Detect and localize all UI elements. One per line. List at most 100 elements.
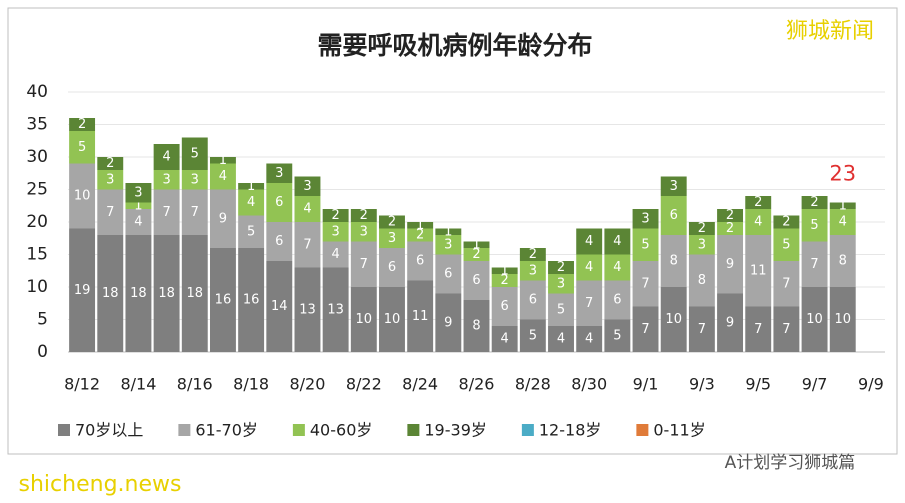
bar-segment: [576, 326, 603, 352]
bar-segment: [688, 254, 715, 307]
y-tick-label: 0: [37, 342, 48, 362]
bar-segment: [97, 235, 124, 352]
data-label: 4: [557, 332, 565, 347]
data-label: 6: [444, 267, 452, 282]
bar-segment: [350, 209, 377, 222]
chart-title: 需要呼吸机病例年龄分布: [317, 31, 592, 60]
data-label: 6: [613, 293, 621, 308]
bar-segment: [435, 235, 462, 255]
data-label: 4: [162, 150, 170, 165]
data-label: 8: [839, 254, 847, 269]
x-tick-label: 9/7: [802, 375, 828, 394]
bar-segment: [266, 183, 293, 222]
data-label: 18: [130, 286, 147, 301]
data-label: 3: [529, 263, 537, 278]
x-tick-label: 8/28: [515, 375, 551, 394]
bar-segment: [209, 157, 236, 164]
data-label: 5: [191, 146, 199, 161]
y-tick-label: 35: [26, 115, 48, 135]
data-label: 4: [501, 332, 509, 347]
bar-segment: [717, 209, 744, 222]
x-tick-label: 9/3: [689, 375, 715, 394]
y-tick-label: 25: [26, 180, 48, 200]
x-tick-label: 8/24: [402, 375, 438, 394]
x-tick-label: 8/14: [120, 375, 156, 394]
data-label: 7: [782, 276, 790, 291]
watermark: shicheng.news: [19, 472, 182, 497]
bar-segment: [632, 228, 659, 261]
data-label: 6: [501, 299, 509, 314]
data-label: 10: [356, 312, 373, 327]
bar-segment: [407, 241, 434, 281]
data-label: 7: [106, 205, 114, 220]
data-label: 3: [444, 237, 452, 252]
x-tick-label: 9/5: [745, 375, 771, 394]
bar-segment: [294, 267, 321, 352]
data-label: 11: [412, 309, 429, 324]
data-label: 3: [275, 166, 283, 181]
bar-segment: [548, 274, 574, 294]
data-label: 2: [472, 247, 480, 262]
data-label: 3: [331, 224, 339, 239]
bar-segment: [519, 248, 546, 261]
x-tick-label: 9/9: [858, 375, 884, 394]
bar-segment: [604, 254, 631, 281]
data-label: 6: [529, 293, 537, 308]
data-label: 7: [585, 296, 593, 311]
x-tick-label: 8/30: [571, 375, 607, 394]
data-label: 5: [810, 218, 818, 233]
data-label: 18: [187, 286, 204, 301]
data-label: 13: [299, 302, 316, 317]
bar-segment: [660, 287, 687, 352]
data-label: 10: [665, 312, 682, 327]
bar-segment: [576, 228, 603, 255]
legend-swatch: [292, 424, 305, 436]
bar-segment: [209, 189, 236, 248]
legend-swatch: [58, 424, 70, 436]
bar-segment: [491, 274, 518, 287]
bar-segment: [238, 215, 265, 248]
bar-segment: [435, 254, 462, 294]
data-label: 2: [360, 208, 368, 223]
data-label: 2: [726, 221, 734, 236]
data-label: 4: [219, 169, 227, 184]
bar-segment: [717, 293, 744, 352]
data-label: 7: [162, 205, 170, 220]
bar-segment: [829, 287, 856, 352]
bar-segment: [322, 267, 349, 352]
bar-segment: [407, 222, 434, 229]
legend-swatch: [521, 424, 534, 436]
bar-segment: [407, 228, 434, 242]
bar-segment: [379, 228, 405, 248]
data-label: 6: [670, 208, 678, 223]
bar-segment: [350, 287, 377, 352]
bar-segment: [829, 235, 856, 287]
legend-label: 40-60岁: [310, 421, 373, 440]
bar-segment: [745, 209, 772, 235]
bar-segment: [125, 209, 152, 235]
bar-segment: [69, 131, 96, 164]
data-label: 3: [303, 179, 311, 194]
bar-segment: [350, 241, 377, 287]
data-label: 3: [641, 211, 649, 226]
bar-segment: [632, 306, 659, 352]
bar-segment: [153, 170, 180, 190]
data-label: 10: [806, 312, 823, 327]
data-label: 10: [384, 312, 401, 327]
bar-segment: [660, 235, 687, 287]
data-label: 5: [641, 237, 649, 252]
bar-segment: [125, 183, 152, 203]
data-label: 16: [243, 293, 260, 308]
bar-segment: [379, 248, 405, 287]
data-label: 2: [810, 195, 818, 210]
bar-segment: [548, 293, 574, 326]
data-label: 7: [782, 322, 790, 337]
data-label: 3: [106, 172, 114, 187]
data-label: 4: [247, 195, 255, 210]
data-label: 6: [275, 234, 283, 249]
data-label: 9: [726, 257, 734, 272]
bar-segment: [745, 196, 772, 209]
legend-swatch: [178, 424, 191, 436]
x-tick-label: 8/16: [177, 375, 213, 394]
data-label: 5: [557, 302, 565, 317]
